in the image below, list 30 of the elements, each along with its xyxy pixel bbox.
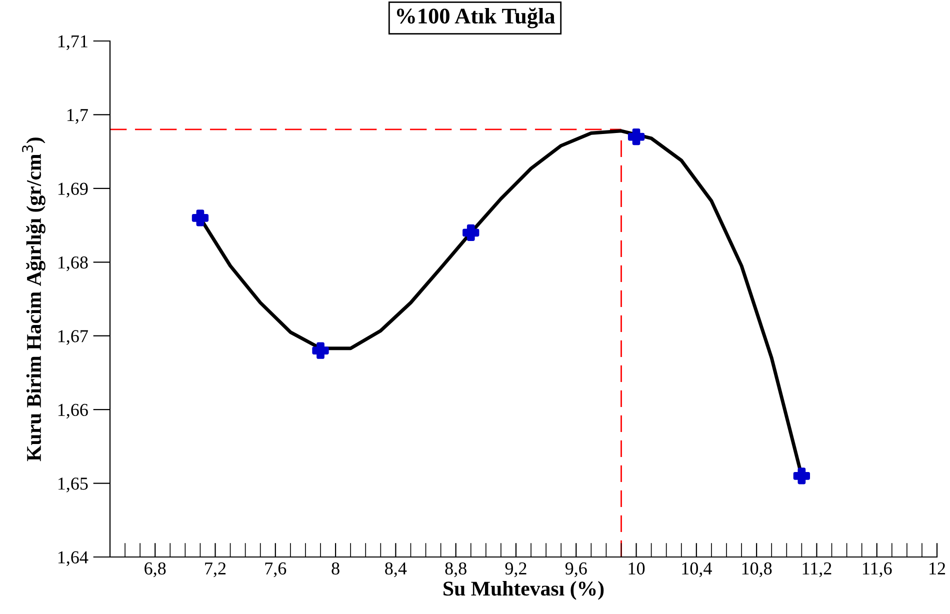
x-tick-label: 10 [628, 562, 645, 575]
x-tick-label: 11,2 [802, 562, 832, 578]
x-tick-label: 7,2 [205, 562, 226, 578]
y-tick-label: 1,67 [58, 330, 88, 345]
y-tick-label: 1,68 [58, 256, 88, 272]
x-tick-label: 9,2 [505, 562, 526, 578]
point [312, 342, 329, 359]
x-tick-label: 6,8 [144, 562, 166, 578]
x-tick-label: 9,6 [565, 562, 587, 578]
y-tick-label: 1,64 [58, 551, 88, 566]
x-tick-label: 8,8 [445, 562, 466, 578]
point [192, 210, 209, 226]
x-tick-label: 8,4 [385, 562, 407, 578]
y-axis-title: Kuru Birim Hacim Ağırlığı (gr/cm$^{3}$) [22, 138, 46, 462]
y-tick-label: 1,69 [58, 182, 88, 198]
x-axis-title: Su Muhtevası (%) [444, 581, 604, 600]
x-tick-label: 8 [332, 562, 340, 575]
x-tick-label: 7,6 [265, 562, 286, 578]
point [628, 128, 645, 146]
chart-title: %100 Atık Tuğla [396, 8, 555, 28]
y-tick-label: 1,65 [58, 478, 88, 492]
y-tick-label: 1,7 [67, 109, 88, 124]
point [793, 468, 810, 484]
x-tick-label: 11,6 [862, 562, 892, 578]
point [462, 224, 480, 241]
y-tick-label: 1,66 [58, 404, 88, 419]
x-tick-label: 12 [930, 562, 946, 574]
x-tick-label: 10,4 [682, 562, 712, 578]
x-tick-label: 10,8 [742, 562, 772, 578]
y-tick-label: 1,71 [58, 35, 88, 50]
